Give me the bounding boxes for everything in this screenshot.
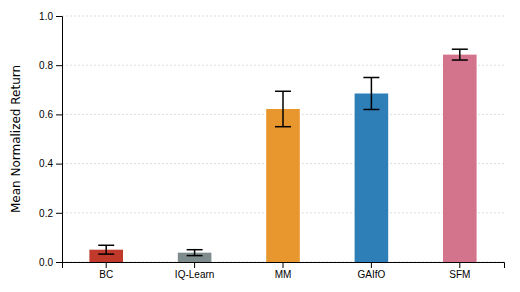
- chart-svg: 0.0 0.2 0.4 0.6 0.8 1.0 BC IQ-Learn MM GAIfO SFM Me…: [0, 0, 520, 292]
- y-tick-mark: [56, 213, 62, 214]
- x-axis: BC IQ-Learn MM GAIfO SFM: [63, 262, 505, 280]
- x-tick-mark: [194, 262, 195, 268]
- x-tick: GAIfO: [358, 262, 386, 280]
- x-axis-line: [63, 263, 505, 269]
- y-tick-mark: [56, 164, 62, 165]
- bar: [266, 109, 300, 262]
- y-tick-mark: [56, 16, 62, 17]
- x-tick-label: MM: [275, 269, 292, 280]
- error-bar-cap: [452, 48, 468, 50]
- x-tick-mark: [283, 262, 284, 268]
- error-bar: [98, 245, 114, 254]
- y-tick-label: 0.8: [39, 60, 53, 71]
- y-tick: 0.0: [39, 257, 62, 268]
- error-bar: [452, 49, 468, 60]
- error-bar: [363, 78, 379, 110]
- x-tick: SFM: [449, 262, 470, 280]
- error-bar-cap: [363, 109, 379, 111]
- error-bar-cap: [275, 91, 291, 93]
- y-axis-line: [56, 17, 63, 263]
- y-tick: 0.8: [39, 60, 62, 71]
- error-bar-stem: [282, 91, 284, 126]
- x-tick-label: SFM: [449, 269, 470, 280]
- y-tick-mark: [56, 262, 62, 263]
- error-bar-cap: [187, 255, 203, 257]
- grid-line: [62, 16, 504, 17]
- error-bar-cap: [98, 245, 114, 247]
- y-tick: 0.4: [39, 158, 62, 169]
- error-bar-cap: [187, 249, 203, 251]
- bar: [355, 93, 389, 262]
- x-tick: MM: [275, 262, 292, 280]
- y-tick-mark: [56, 65, 62, 66]
- error-bar-cap: [363, 77, 379, 79]
- error-bar-stem: [459, 49, 461, 60]
- x-tick-label: GAIfO: [358, 269, 386, 280]
- x-tick-label: BC: [99, 269, 113, 280]
- chart-container: 0.0 0.2 0.4 0.6 0.8 1.0 BC IQ-Learn MM GAIfO SFM Me…: [0, 0, 520, 292]
- error-bar-cap: [98, 253, 114, 255]
- y-tick-label: 0.0: [39, 257, 53, 268]
- y-tick: 0.2: [39, 208, 62, 219]
- x-tick-label: IQ-Learn: [175, 269, 214, 280]
- error-bar: [275, 91, 291, 126]
- marks: [89, 49, 476, 262]
- y-tick: 1.0: [39, 11, 62, 22]
- y-tick-label: 0.4: [39, 158, 53, 169]
- y-tick-mark: [56, 114, 62, 115]
- y-tick: 0.6: [39, 109, 62, 120]
- x-tick: IQ-Learn: [175, 262, 214, 280]
- error-bar-stem: [371, 78, 373, 110]
- error-bar-cap: [275, 126, 291, 128]
- error-bar-stem: [105, 245, 107, 254]
- y-tick-label: 0.2: [39, 208, 53, 219]
- bar: [443, 55, 477, 262]
- grid: [62, 16, 504, 262]
- y-tick-label: 1.0: [39, 11, 53, 22]
- error-bar-cap: [452, 59, 468, 61]
- y-tick-label: 0.6: [39, 109, 53, 120]
- grid-line: [62, 65, 504, 66]
- x-tick: BC: [99, 262, 113, 280]
- error-bar: [187, 250, 203, 256]
- x-tick-mark: [371, 262, 372, 268]
- plot: 0.0 0.2 0.4 0.6 0.8 1.0 BC IQ-Learn MM GAIfO SFM: [39, 11, 504, 280]
- x-tick-mark: [459, 262, 460, 268]
- x-tick-mark: [106, 262, 107, 268]
- y-axis-title: Mean Normalized Return: [9, 65, 23, 213]
- error-bar-stem: [194, 250, 196, 256]
- y-axis: 0.0 0.2 0.4 0.6 0.8 1.0: [39, 11, 62, 268]
